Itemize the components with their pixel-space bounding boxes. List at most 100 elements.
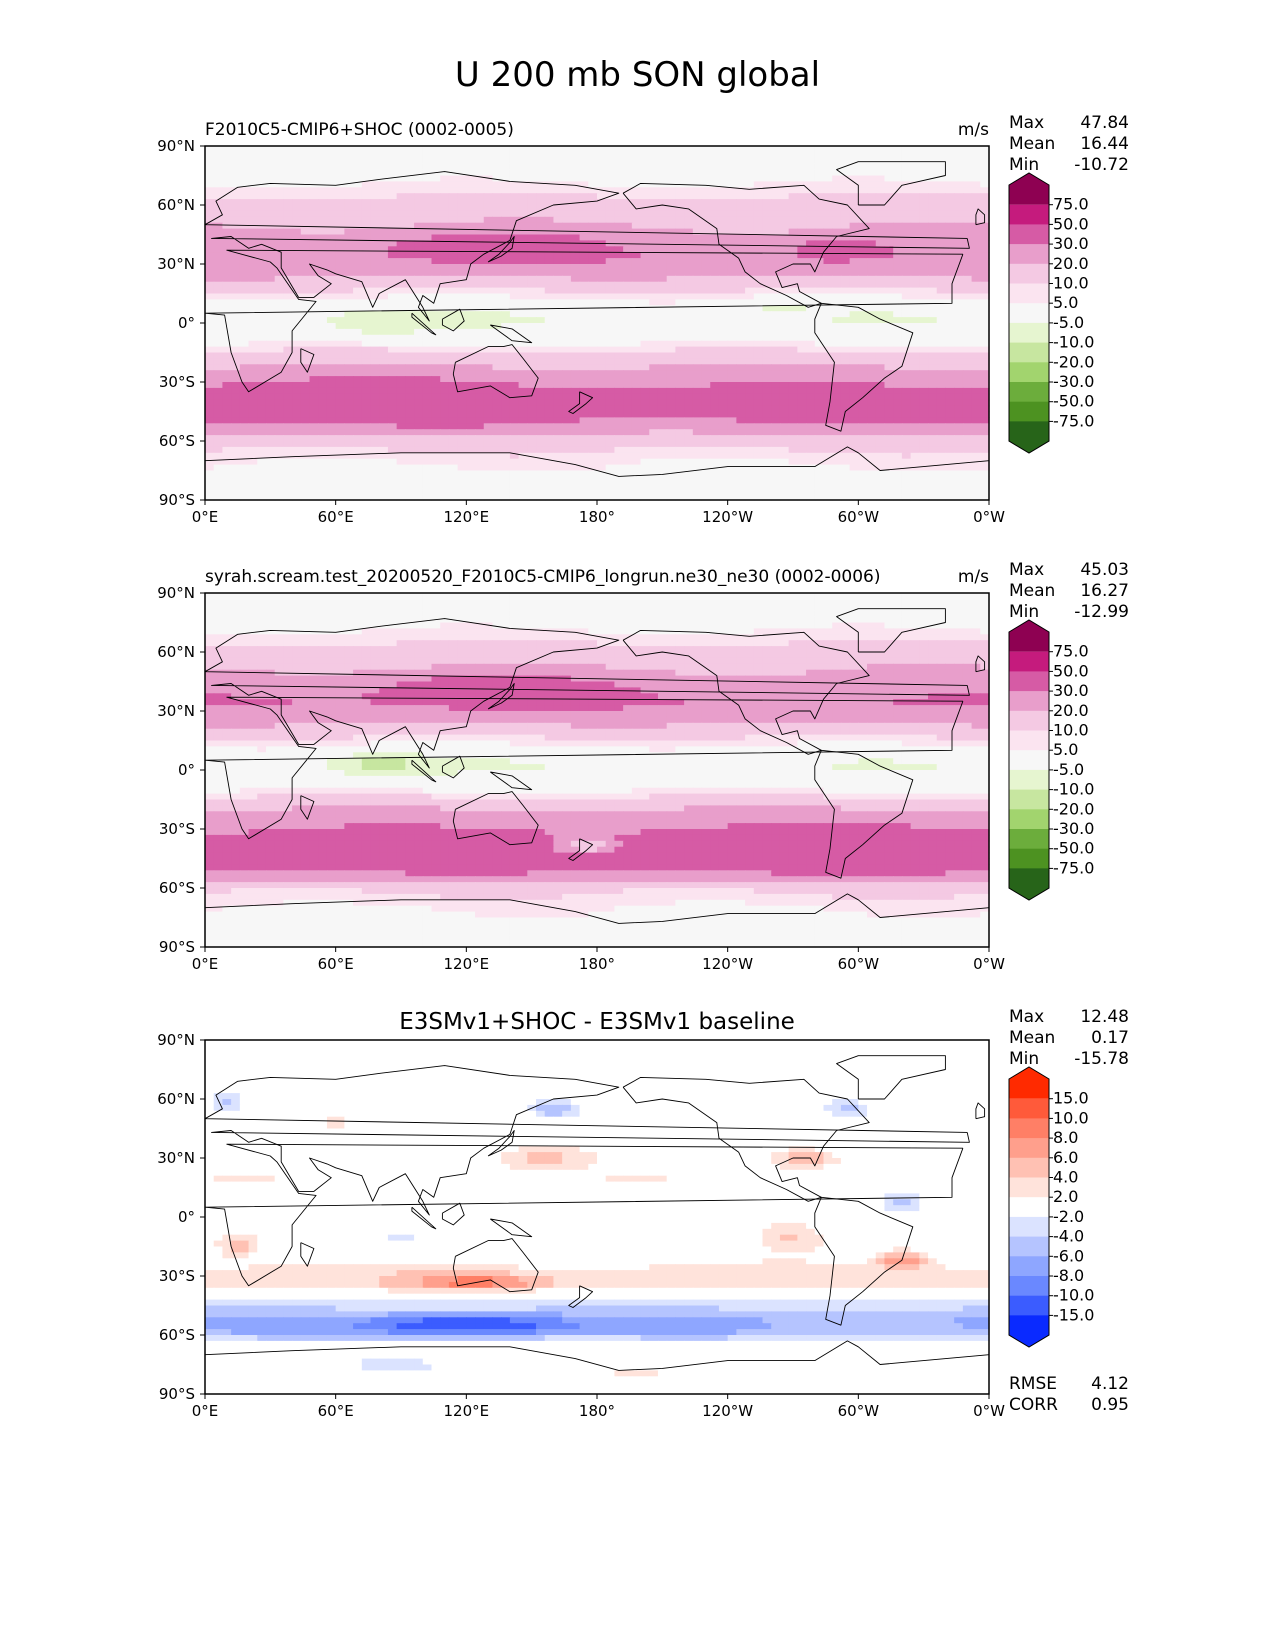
field-cell bbox=[579, 387, 589, 395]
field-cell bbox=[405, 205, 415, 212]
field-cell bbox=[710, 264, 720, 271]
field-cell bbox=[518, 293, 528, 300]
field-cell bbox=[483, 269, 494, 277]
field-cell bbox=[536, 187, 546, 194]
field-cell bbox=[762, 464, 772, 472]
field-cell bbox=[614, 334, 624, 342]
field-cell bbox=[936, 169, 947, 177]
field-cell bbox=[361, 281, 372, 289]
field-cell bbox=[300, 287, 311, 295]
field-cell bbox=[483, 364, 494, 371]
field-cell bbox=[570, 393, 581, 401]
field-cell bbox=[553, 246, 563, 253]
field-cell bbox=[239, 228, 250, 236]
field-cell bbox=[353, 423, 363, 430]
field-cell bbox=[623, 352, 633, 359]
field-cell bbox=[213, 205, 224, 212]
field-cell bbox=[884, 399, 894, 407]
field-cell bbox=[292, 146, 302, 153]
field-cell bbox=[727, 435, 737, 442]
field-cell bbox=[649, 340, 659, 348]
field-cell bbox=[431, 222, 441, 230]
field-cell bbox=[928, 441, 938, 448]
field-cell bbox=[640, 205, 650, 212]
field-cell bbox=[727, 328, 737, 336]
field-cell bbox=[205, 358, 215, 365]
field-cell bbox=[274, 417, 284, 424]
field-cell bbox=[248, 163, 258, 171]
field-cell bbox=[370, 399, 380, 407]
field-cell bbox=[562, 252, 572, 259]
field-cell bbox=[501, 311, 511, 318]
field-cell bbox=[527, 169, 537, 177]
field-cell bbox=[509, 299, 520, 306]
field-cell bbox=[692, 252, 703, 259]
field-cell bbox=[832, 346, 842, 354]
field-cell bbox=[440, 311, 450, 318]
field-cell bbox=[788, 146, 798, 153]
field-cell bbox=[248, 305, 258, 312]
field-cell bbox=[387, 287, 398, 295]
field-cell bbox=[422, 435, 433, 442]
field-cell bbox=[692, 317, 703, 324]
field-cell bbox=[771, 399, 781, 407]
field-cell bbox=[405, 252, 415, 259]
field-cell bbox=[718, 240, 729, 247]
field-cell bbox=[945, 411, 955, 418]
field-cell bbox=[353, 205, 363, 212]
field-cell bbox=[518, 258, 528, 265]
field-cell bbox=[849, 317, 859, 324]
field-cell bbox=[414, 458, 424, 466]
field-cell bbox=[405, 157, 415, 165]
field-cell bbox=[370, 240, 380, 247]
field-cell bbox=[518, 305, 528, 312]
field-cell bbox=[727, 228, 737, 236]
field-cell bbox=[623, 216, 633, 224]
field-cell bbox=[893, 222, 903, 230]
field-cell bbox=[396, 169, 406, 177]
field-cell bbox=[431, 317, 441, 324]
field-cell bbox=[623, 193, 633, 200]
field-cell bbox=[962, 234, 973, 241]
field-cell bbox=[536, 411, 546, 418]
field-cell bbox=[962, 429, 973, 436]
field-cell bbox=[684, 181, 694, 188]
field-cell bbox=[692, 169, 703, 177]
field-cell bbox=[414, 157, 424, 165]
field-cell bbox=[344, 358, 354, 365]
field-cell bbox=[248, 435, 258, 442]
field-cell bbox=[657, 411, 668, 418]
field-cell bbox=[222, 175, 232, 182]
field-cell bbox=[884, 210, 894, 218]
field-cell bbox=[614, 399, 624, 407]
field-cell bbox=[657, 222, 668, 230]
field-cell bbox=[736, 364, 746, 371]
field-cell bbox=[318, 358, 328, 365]
field-cell bbox=[788, 464, 798, 472]
field-cell bbox=[640, 446, 650, 454]
field-cell bbox=[623, 452, 633, 460]
field-cell bbox=[675, 228, 685, 236]
field-cell bbox=[623, 264, 633, 271]
field-cell bbox=[588, 411, 598, 418]
field-cell bbox=[274, 269, 284, 277]
field-cell bbox=[649, 423, 659, 430]
field-cell bbox=[666, 311, 676, 318]
field-cell bbox=[640, 216, 650, 224]
field-cell bbox=[544, 269, 555, 277]
field-cell bbox=[492, 228, 502, 236]
field-cell bbox=[692, 216, 703, 224]
field-cell bbox=[867, 169, 877, 177]
field-cell bbox=[396, 387, 406, 395]
field-cell bbox=[222, 441, 232, 448]
field-cell bbox=[553, 399, 563, 407]
field-cell bbox=[727, 252, 737, 259]
field-cell bbox=[675, 293, 685, 300]
field-cell bbox=[971, 334, 981, 342]
field-cell bbox=[623, 423, 633, 430]
field-cell bbox=[867, 175, 877, 182]
field-cell bbox=[631, 352, 642, 359]
field-cell bbox=[657, 429, 668, 436]
field-cell bbox=[483, 464, 494, 472]
field-cell bbox=[762, 275, 772, 283]
